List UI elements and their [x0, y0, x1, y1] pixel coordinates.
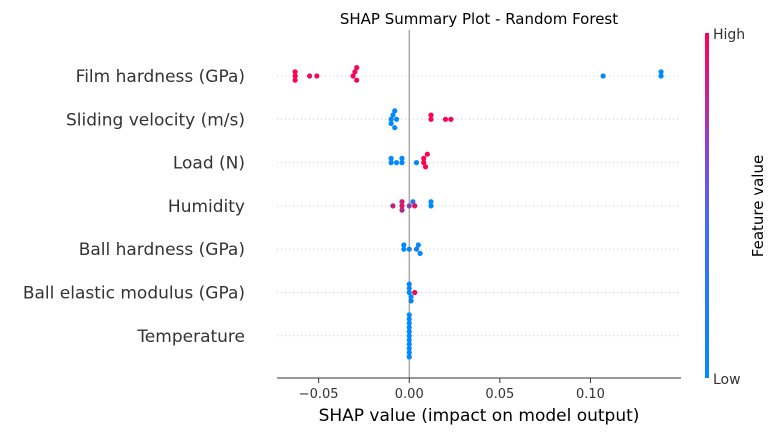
shap-point [393, 116, 400, 122]
shap-point [412, 289, 418, 296]
shap-point [399, 207, 405, 213]
shap-point [406, 316, 412, 322]
shap-point [600, 73, 606, 79]
shap-point [442, 116, 449, 122]
shap-point [410, 199, 416, 205]
shap-point [448, 116, 454, 122]
feature-label: Ball elastic modulus (GPa) [23, 284, 245, 304]
shap-point [390, 203, 396, 209]
shap-point [413, 160, 420, 166]
shap-point [388, 120, 394, 127]
shap-point [292, 77, 298, 83]
shap-point [406, 289, 412, 296]
x-tick-label: −0.05 [299, 387, 339, 402]
shap-point [307, 73, 313, 79]
colorbar: High Low Feature value [705, 27, 767, 388]
shap-point [413, 246, 420, 252]
shap-point [406, 333, 412, 339]
shap-point [406, 345, 412, 351]
shap-point [292, 69, 298, 75]
shap-point [406, 354, 412, 360]
shap-point [393, 160, 400, 166]
x-axis-label: SHAP value (impact on model output) [319, 406, 640, 426]
shap-point [406, 203, 412, 209]
feature-label: Film hardness (GPa) [76, 67, 245, 87]
shap-point [399, 199, 405, 205]
shap-point [428, 203, 434, 209]
shap-point [388, 116, 394, 122]
shap-point [408, 298, 414, 304]
feature-label: Load (N) [173, 154, 245, 174]
x-tick-label: 0.10 [576, 387, 605, 402]
shap-point [401, 246, 407, 252]
shap-point [658, 69, 664, 75]
shap-point [421, 160, 427, 166]
shap-point [406, 312, 412, 318]
shap-point [392, 108, 398, 114]
shap-points [292, 65, 664, 360]
shap-point [424, 151, 430, 157]
colorbar-axis-label: Feature value [749, 155, 767, 257]
shap-point [392, 125, 398, 131]
shap-point [350, 73, 356, 79]
feature-label: Humidity [168, 197, 245, 217]
shap-point [406, 246, 412, 252]
shap-point [415, 242, 421, 248]
shap-point [388, 160, 394, 166]
x-tick-label: 0.05 [485, 387, 514, 402]
shap-point [399, 203, 405, 209]
shap-point [406, 341, 412, 347]
shap-point [390, 112, 396, 118]
shap-point [314, 73, 320, 79]
feature-label: Temperature [136, 327, 245, 347]
shap-point [417, 250, 423, 256]
colorbar-low-label: Low [713, 372, 741, 388]
shap-point [292, 73, 298, 79]
shap-point [428, 199, 434, 205]
shap-point [406, 285, 412, 291]
shap-point [399, 160, 405, 166]
shap-point [354, 77, 360, 83]
shap-point [399, 155, 405, 161]
chart-title: SHAP Summary Plot - Random Forest [340, 10, 618, 28]
shap-point [428, 112, 434, 118]
feature-label: Sliding velocity (m/s) [66, 110, 245, 130]
shap-point [406, 320, 412, 326]
shap-point [406, 350, 412, 356]
shap-point [412, 203, 418, 209]
shap-point [354, 65, 360, 71]
feature-label: Ball hardness (GPa) [79, 240, 245, 260]
shap-point [406, 337, 412, 343]
shap-point [428, 116, 434, 122]
shap-point [658, 73, 664, 79]
shap-point [388, 155, 394, 161]
shap-point [406, 329, 412, 335]
feature-rows: Film hardness (GPa) Sliding velocity (m/s… [23, 67, 681, 347]
shap-point [408, 294, 414, 300]
colorbar-high-label: High [713, 27, 745, 43]
shap-point [352, 69, 358, 75]
shap-point [422, 164, 429, 170]
colorbar-gradient [705, 33, 709, 378]
shap-point [406, 324, 412, 330]
shap-point [421, 155, 427, 161]
x-axis: −0.05 0.00 0.05 0.10 SHAP value (impact on … [277, 377, 681, 426]
x-ticks: −0.05 0.00 0.05 0.10 [299, 378, 605, 402]
shap-point [406, 281, 412, 287]
shap-point [401, 242, 407, 248]
x-tick-label: 0.00 [395, 387, 424, 402]
